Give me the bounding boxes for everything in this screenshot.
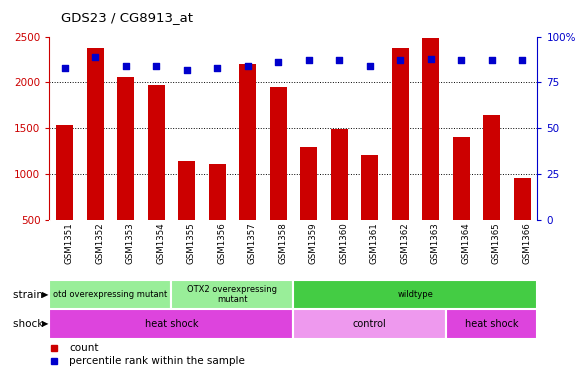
Point (243, 63, 252, 69)
Point (152, 63, 161, 69)
Text: percentile rank within the sample: percentile rank within the sample (69, 356, 245, 366)
Text: GSM1364: GSM1364 (461, 223, 470, 264)
Text: heat shock: heat shock (465, 319, 518, 329)
Point (213, 65, 222, 71)
Text: GSM1363: GSM1363 (431, 223, 440, 264)
Text: otd overexpressing mutant: otd overexpressing mutant (53, 290, 167, 299)
Bar (293, 309, 446, 339)
Point (91, 54, 100, 60)
Point (182, 67, 191, 72)
Text: count: count (69, 343, 98, 353)
Point (304, 57, 313, 63)
Bar (117, 77, 134, 220)
Bar (446, 309, 537, 339)
Bar (483, 115, 500, 220)
Text: GSM1359: GSM1359 (309, 223, 318, 264)
Text: heat shock: heat shock (145, 319, 198, 329)
Point (426, 56, 435, 61)
Point (518, 57, 527, 63)
Point (365, 63, 374, 69)
Bar (49, 280, 171, 309)
Point (274, 59, 283, 65)
Text: GSM1351: GSM1351 (64, 223, 74, 264)
Point (121, 63, 130, 69)
Text: GSM1366: GSM1366 (522, 223, 531, 264)
Text: control: control (353, 319, 386, 329)
Text: GSM1362: GSM1362 (400, 223, 409, 264)
Bar (56, 125, 73, 220)
Text: GSM1358: GSM1358 (278, 223, 287, 264)
Bar (178, 161, 195, 220)
Point (396, 57, 405, 63)
Point (335, 57, 344, 63)
Text: wildtype: wildtype (397, 290, 433, 299)
Point (487, 57, 496, 63)
Text: GSM1357: GSM1357 (248, 223, 257, 264)
Point (60, 65, 69, 71)
Bar (270, 87, 286, 220)
Bar (171, 280, 293, 309)
Text: GSM1355: GSM1355 (187, 223, 196, 264)
Bar (148, 85, 164, 220)
Bar (392, 48, 408, 220)
Bar (514, 178, 530, 220)
Bar (331, 129, 347, 220)
Text: OTX2 overexpressing
mutant: OTX2 overexpressing mutant (188, 285, 277, 305)
Bar (239, 64, 256, 220)
Text: strain: strain (13, 290, 46, 300)
Bar (453, 137, 469, 220)
Text: ▶: ▶ (42, 290, 49, 299)
Text: GSM1365: GSM1365 (492, 223, 501, 264)
Text: GSM1360: GSM1360 (339, 223, 348, 264)
Bar (293, 280, 537, 309)
Text: ▶: ▶ (42, 320, 49, 328)
Point (457, 57, 466, 63)
Bar (422, 37, 439, 220)
Bar (209, 164, 225, 220)
Text: GSM1361: GSM1361 (370, 223, 379, 264)
Bar (87, 48, 103, 220)
Text: GSM1354: GSM1354 (156, 223, 165, 264)
Text: shock: shock (13, 319, 46, 329)
Text: GSM1353: GSM1353 (125, 223, 135, 264)
Text: GSM1352: GSM1352 (95, 223, 104, 264)
Bar (49, 309, 293, 339)
Text: GSM1356: GSM1356 (217, 223, 226, 264)
Bar (361, 155, 378, 220)
Bar (300, 147, 317, 220)
Text: GDS23 / CG8913_at: GDS23 / CG8913_at (61, 11, 193, 24)
